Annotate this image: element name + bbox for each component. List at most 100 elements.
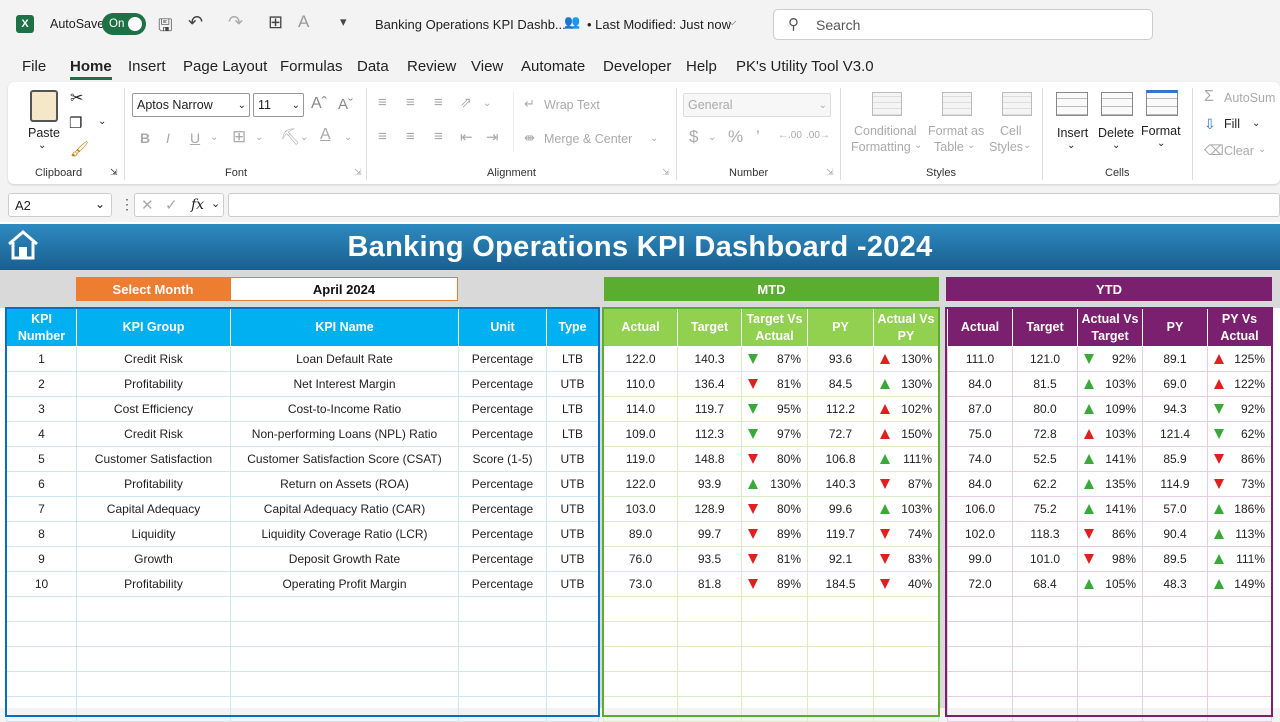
ytd-pct-cell[interactable]: 125% [1207, 346, 1272, 372]
kpi-cell-unit[interactable]: Score (1-5) [458, 446, 547, 472]
undo-icon[interactable]: ↶ [188, 12, 204, 32]
ytd-cell-py[interactable]: 57.0 [1142, 496, 1208, 522]
mtd-cell-m_tgt[interactable]: 128.9 [677, 496, 742, 522]
mtd-cell-m_act[interactable]: 76.0 [603, 546, 678, 572]
ytd-cell-py[interactable]: 69.0 [1142, 371, 1208, 397]
document-title[interactable]: Banking Operations KPI Dashb... [375, 17, 566, 32]
ytd-empty-cell[interactable] [1077, 621, 1143, 647]
tab-file[interactable]: File [22, 58, 47, 75]
autosum-icon[interactable]: Σ [1204, 88, 1214, 105]
insert-cells-dropdown-icon[interactable]: ⌄ [1067, 140, 1076, 151]
ytd-cell-py[interactable]: 89.5 [1142, 546, 1208, 572]
kpi-cell-unit[interactable] [458, 596, 547, 622]
orientation-dropdown-icon[interactable]: ⌄ [483, 98, 492, 109]
kpi-cell-n[interactable]: 7 [6, 496, 77, 522]
format-cells-button[interactable]: Format [1141, 124, 1181, 138]
kpi-cell-n[interactable] [6, 646, 77, 672]
kpi-cell-type[interactable] [546, 596, 599, 622]
ytd-empty-cell[interactable] [1207, 621, 1272, 647]
ytd-cell-py[interactable]: 90.4 [1142, 521, 1208, 547]
ytd-cell-y_act[interactable]: 87.0 [947, 396, 1013, 422]
tab-automate[interactable]: Automate [521, 58, 586, 75]
conditional-formatting-icon[interactable] [872, 92, 902, 116]
tab-developer[interactable]: Developer [603, 58, 672, 75]
ytd-empty-cell[interactable] [1012, 621, 1078, 647]
bold-icon[interactable]: B [140, 130, 151, 146]
number-launcher-icon[interactable]: ⇲ [826, 167, 834, 177]
conditional-formatting-button-line2[interactable]: Formatting [851, 140, 911, 154]
kpi-cell-group[interactable] [76, 621, 231, 647]
font-color-dropdown-icon[interactable]: ⌄ [344, 132, 353, 143]
ytd-cell-y_act[interactable]: 84.0 [947, 371, 1013, 397]
kpi-cell-type[interactable]: LTB [546, 346, 599, 372]
decrease-decimal-icon[interactable]: .00→ [806, 130, 830, 141]
copy-icon[interactable]: ❐ [69, 115, 83, 132]
customize-qat-icon[interactable]: ▾ [340, 14, 347, 29]
conditional-formatting-button[interactable]: Conditional [854, 124, 917, 138]
font-color-icon[interactable]: A [298, 12, 310, 31]
cell-styles-icon[interactable] [1002, 92, 1032, 116]
format-as-table-button[interactable]: Format as [928, 124, 985, 138]
format-painter-icon[interactable]: 🖌 [70, 141, 90, 158]
kpi-cell-n[interactable]: 1 [6, 346, 77, 372]
mtd-empty-cell[interactable] [807, 621, 874, 647]
clear-button[interactable]: Clear [1224, 144, 1254, 158]
ytd-pct-cell[interactable]: 105% [1077, 571, 1143, 597]
formula-input[interactable] [228, 193, 1280, 217]
month-selector[interactable]: April 2024 [230, 277, 458, 301]
ytd-pct-cell[interactable]: 103% [1077, 421, 1143, 447]
ytd-cell-y_tgt[interactable]: 101.0 [1012, 546, 1078, 572]
paste-icon[interactable] [30, 90, 58, 122]
format-as-table-dropdown-icon[interactable]: ⌄ [967, 140, 976, 151]
tab-help[interactable]: Help [686, 58, 717, 75]
percent-icon[interactable]: % [728, 127, 744, 146]
cancel-icon[interactable]: ✕ [141, 197, 154, 214]
ytd-cell-y_act[interactable]: 111.0 [947, 346, 1013, 372]
paste-dropdown-icon[interactable]: ⌄ [38, 140, 47, 151]
increase-decimal-icon[interactable]: ←.00 [778, 130, 802, 141]
kpi-cell-group[interactable] [76, 671, 231, 697]
clipboard-launcher-icon[interactable]: ⇲ [110, 167, 118, 177]
tab-insert[interactable]: Insert [128, 58, 166, 75]
number-format-select[interactable]: General ⌄ [683, 93, 831, 117]
mtd-cell-m_tgt[interactable]: 99.7 [677, 521, 742, 547]
mtd-pct-cell[interactable]: 89% [741, 571, 808, 597]
delete-cells-dropdown-icon[interactable]: ⌄ [1112, 140, 1121, 151]
kpi-cell-name[interactable] [230, 621, 459, 647]
ytd-pct-cell[interactable]: 109% [1077, 396, 1143, 422]
clear-dropdown-icon[interactable]: ⌄ [1258, 144, 1267, 155]
mtd-cell-m_tgt[interactable]: 93.9 [677, 471, 742, 497]
ytd-pct-cell[interactable]: 141% [1077, 496, 1143, 522]
mtd-cell-m_act[interactable]: 73.0 [603, 571, 678, 597]
ytd-cell-y_act[interactable]: 106.0 [947, 496, 1013, 522]
search-box[interactable]: ⚲ Search [773, 9, 1153, 40]
align-bottom-icon[interactable]: ≡ [434, 94, 443, 111]
ytd-cell-py[interactable]: 114.9 [1142, 471, 1208, 497]
align-left-icon[interactable]: ≡ [378, 128, 387, 145]
copy-dropdown-icon[interactable]: ⌄ [98, 116, 107, 127]
delete-cells-button[interactable]: Delete [1098, 126, 1135, 140]
mtd-pct-cell[interactable]: 83% [873, 546, 939, 572]
format-as-table-icon[interactable] [942, 92, 972, 116]
tab-pk-utility[interactable]: PK's Utility Tool V3.0 [736, 58, 874, 75]
ytd-cell-py[interactable]: 85.9 [1142, 446, 1208, 472]
mtd-pct-cell[interactable]: 111% [873, 446, 939, 472]
ytd-cell-y_tgt[interactable]: 121.0 [1012, 346, 1078, 372]
ytd-cell-y_tgt[interactable]: 118.3 [1012, 521, 1078, 547]
increase-font-icon[interactable]: Aˆ [311, 95, 327, 112]
ytd-pct-cell[interactable]: 122% [1207, 371, 1272, 397]
orientation-icon[interactable]: ⇗ [460, 94, 472, 110]
kpi-cell-type[interactable]: UTB [546, 496, 599, 522]
fill-color-icon[interactable]: ⛏ [280, 129, 301, 146]
redo-icon[interactable]: ↷ [228, 12, 244, 32]
tab-page-layout[interactable]: Page Layout [183, 58, 268, 75]
autosave-toggle[interactable]: On [102, 13, 146, 35]
kpi-cell-type[interactable]: LTB [546, 421, 599, 447]
name-box[interactable]: A2 ⌄ [8, 193, 112, 217]
decrease-indent-icon[interactable]: ⇤ [460, 129, 473, 146]
align-center-icon[interactable]: ≡ [406, 128, 415, 145]
ytd-empty-cell[interactable] [1207, 671, 1272, 697]
kpi-cell-name[interactable]: Cost-to-Income Ratio [230, 396, 459, 422]
kpi-cell-name[interactable]: Capital Adequacy Ratio (CAR) [230, 496, 459, 522]
wrap-text-icon[interactable]: ↵ [524, 96, 535, 111]
